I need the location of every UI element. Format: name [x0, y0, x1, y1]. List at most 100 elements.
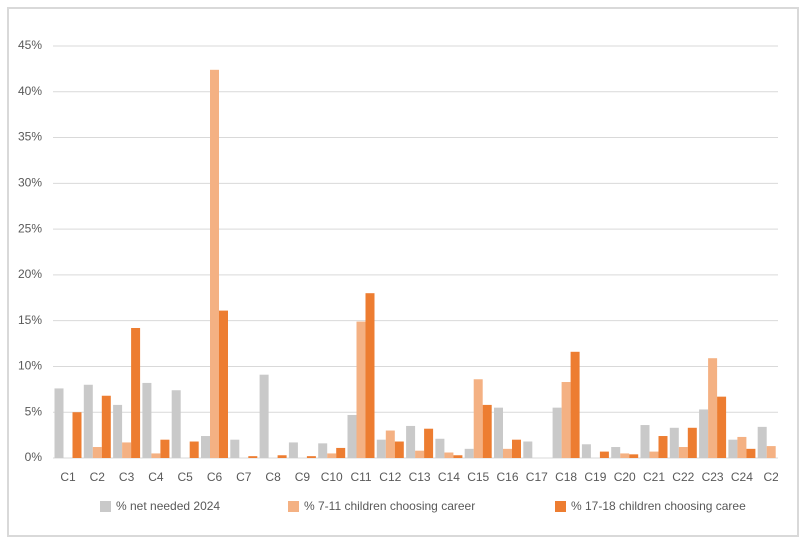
bar: [561, 382, 571, 458]
bar: [356, 321, 366, 458]
bar: [394, 441, 404, 458]
x-tick-label: C18: [555, 470, 577, 484]
bar: [599, 451, 609, 458]
y-tick-label: 5%: [25, 404, 43, 418]
x-tick-label: C2: [90, 470, 106, 484]
bar: [737, 436, 747, 458]
x-tick-label: C22: [672, 470, 694, 484]
bar: [649, 451, 659, 458]
bar: [728, 439, 738, 458]
x-tick-label: C8: [265, 470, 281, 484]
bar: [611, 447, 621, 458]
bar: [629, 454, 639, 458]
x-tick-label: C7: [236, 470, 252, 484]
bar: [699, 409, 709, 458]
bar: [171, 390, 181, 458]
x-tick-label: C19: [584, 470, 606, 484]
bar: [122, 442, 132, 458]
bar: [336, 447, 346, 458]
bar: [160, 439, 170, 458]
bar: [151, 453, 161, 458]
bar: [669, 427, 679, 458]
bar: [453, 455, 463, 458]
bar: [512, 439, 521, 458]
bar: [435, 438, 445, 458]
bar: [494, 407, 503, 458]
bar: [101, 395, 111, 458]
bar: [406, 425, 416, 458]
y-tick-label: 35%: [18, 130, 42, 144]
legend-swatch: [288, 501, 299, 512]
bar: [259, 374, 269, 458]
x-tick-label: C1: [60, 470, 76, 484]
x-tick-label: C16: [496, 470, 518, 484]
bar: [54, 388, 64, 458]
bar: [523, 441, 533, 458]
legend-label: % net needed 2024: [116, 499, 220, 513]
x-tick-label: C3: [119, 470, 135, 484]
y-tick-label: 0%: [25, 450, 43, 464]
x-tick-label: C24: [731, 470, 753, 484]
y-tick-label: 40%: [18, 84, 42, 98]
legend-swatch: [555, 501, 566, 512]
x-tick-label: C21: [643, 470, 665, 484]
bar: [385, 430, 395, 458]
x-tick-label: C14: [438, 470, 460, 484]
bar: [687, 427, 697, 458]
legend-swatch: [100, 501, 111, 512]
bar: [306, 456, 316, 458]
bar: [131, 327, 141, 458]
bar: [92, 447, 102, 458]
bar: [83, 384, 93, 458]
bar: [717, 396, 727, 458]
bar: [620, 453, 630, 458]
y-tick-label: 25%: [18, 221, 42, 235]
bar: [581, 444, 591, 458]
y-tick-label: 15%: [18, 313, 42, 327]
x-tick-label: C10: [321, 470, 343, 484]
bar: [678, 447, 688, 458]
bar: [72, 412, 82, 458]
y-tick-label: 10%: [18, 359, 42, 373]
legend-label: % 7-11 children choosing career: [304, 499, 475, 513]
bar: [552, 407, 562, 458]
bar: [766, 446, 776, 458]
bar: [277, 455, 287, 458]
x-tick-label: C15: [467, 470, 489, 484]
x-tick-label: C4: [148, 470, 164, 484]
x-tick-label: C2: [764, 470, 780, 484]
bar: [658, 436, 668, 458]
x-tick-label: C13: [409, 470, 431, 484]
bar: [757, 426, 767, 458]
x-tick-label: C5: [178, 470, 194, 484]
x-tick-label: C20: [614, 470, 636, 484]
bar: [424, 428, 434, 458]
bar: [327, 453, 337, 458]
bar: [464, 448, 474, 458]
bar: [376, 439, 386, 458]
y-tick-label: 45%: [18, 38, 42, 52]
plot-area: 0% 5% 10% 15% 20% 25% 30% 35% 40% 45% C1 C2 C3 C4 C5 C6…: [18, 38, 780, 513]
bar: [219, 310, 228, 458]
bar: [415, 450, 425, 458]
y-tick-label: 20%: [18, 267, 42, 281]
x-tick-label: C11: [350, 470, 371, 484]
bar: [746, 448, 756, 458]
bar: [248, 456, 258, 458]
x-tick-label: C23: [702, 470, 724, 484]
x-tick-label: C9: [295, 470, 311, 484]
bar: [210, 69, 219, 458]
bar: [288, 442, 298, 458]
bar: [113, 404, 123, 458]
bar: [230, 439, 240, 458]
bar: [640, 425, 650, 458]
legend-label: % 17-18 children choosing caree: [571, 499, 746, 513]
y-tick-label: 30%: [18, 176, 42, 190]
bar: [347, 414, 357, 458]
bar: [201, 436, 210, 458]
bar: [570, 351, 580, 458]
x-tick-label: C17: [526, 470, 548, 484]
bar: [189, 441, 199, 458]
bar: [142, 382, 152, 458]
